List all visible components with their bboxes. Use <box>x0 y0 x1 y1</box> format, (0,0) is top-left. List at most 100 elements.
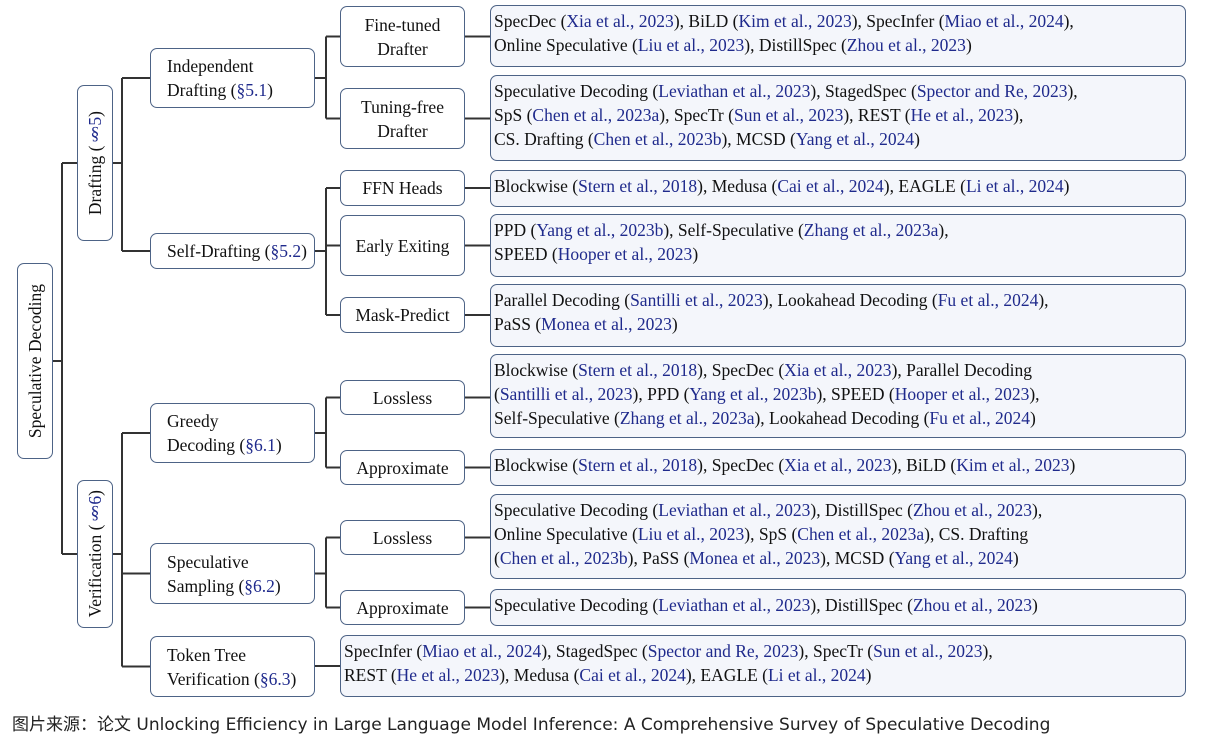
citation-link: Monea et al., 2023 <box>689 548 821 568</box>
method-type-node: Mask-Predict <box>340 297 465 333</box>
label-text: Approximate <box>356 597 449 618</box>
label-text: ( <box>494 384 500 404</box>
label-text: Speculative Decoding ( <box>494 81 659 101</box>
label-text: Mask-Predict <box>355 305 450 325</box>
text-line: Self-Drafting (§5.2) <box>167 239 314 263</box>
subcategory-node: Greedy Decoding (§6.1) <box>150 403 315 463</box>
text-line: Blockwise (Stern et al., 2018), Medusa (… <box>494 174 1185 198</box>
citation-link: Zhou et al., 2023 <box>912 595 1033 615</box>
label-text: ), StagedSpec ( <box>810 81 917 101</box>
label-text: ), StagedSpec ( <box>541 641 648 661</box>
text-line: Mask-Predict <box>355 303 449 327</box>
label-text: ), <box>1038 290 1049 310</box>
text-line: Greedy <box>167 409 314 433</box>
label-text: ) <box>274 575 281 596</box>
label-text: ), <box>938 220 949 240</box>
label-text: Verification ( <box>167 668 260 689</box>
citation-link: §6.2 <box>244 575 275 596</box>
references-leaf: Blockwise (Stern et al., 2018), Medusa (… <box>490 170 1186 207</box>
text-line: Self-Speculative (Zhang et al., 2023a), … <box>494 406 1185 430</box>
subcategory-node: Speculative Sampling (§6.2) <box>150 543 315 604</box>
text-line: SPEED (Hooper et al., 2023) <box>494 242 1185 266</box>
text-line: Verification (§6) <box>83 490 107 617</box>
label-text: ), SPEED ( <box>816 384 895 404</box>
label-text: Greedy <box>167 411 219 431</box>
label-text: FFN Heads <box>362 178 443 198</box>
subcategory-node: Token Tree Verification (§6.3) <box>150 636 315 697</box>
label-text: Self-Speculative ( <box>494 408 620 428</box>
text-line: Blockwise (Stern et al., 2018), SpecDec … <box>494 358 1185 382</box>
label-text: ) <box>85 110 105 117</box>
citation-link: Sun et al., 2023 <box>873 641 983 661</box>
citation-link: §6.3 <box>259 668 291 689</box>
label-text: ) <box>1032 595 1038 615</box>
citation-link: Fu et al., 2024 <box>929 408 1031 428</box>
text-line: Online Speculative (Liu et al., 2023), D… <box>494 33 1185 57</box>
label-text: Drafter <box>377 38 428 59</box>
label-text: Verification ( <box>85 524 105 618</box>
label-text: ), SpecTr ( <box>798 641 874 661</box>
label-text: SpecDec ( <box>494 11 567 31</box>
references-leaf: PPD (Yang et al., 2023b), Self-Speculati… <box>490 214 1186 277</box>
label-text: ), Lookahead Decoding ( <box>762 290 938 310</box>
references-leaf: SpecDec (Xia et al., 2023), BiLD (Kim et… <box>490 5 1186 67</box>
citation-link: Chen et al., 2023b <box>499 548 628 568</box>
text-line: SpecInfer (Miao et al., 2024), StagedSpe… <box>344 639 1185 663</box>
label-text: ), DistillSpec ( <box>744 35 847 55</box>
citation-link: Leviathan et al., 2023 <box>658 595 811 615</box>
citation-link: Zhang et al., 2023a <box>803 220 939 240</box>
method-type-node: Tuning-free Drafter <box>340 88 465 149</box>
label-text: Speculative Decoding <box>25 283 45 439</box>
label-text: ), <box>1013 105 1024 125</box>
citation-link: Yang et al., 2023b <box>689 384 817 404</box>
text-line: REST (He et al., 2023), Medusa (Cai et a… <box>344 663 1185 687</box>
label-text: ) <box>1030 408 1036 428</box>
text-line: Drafter <box>377 119 428 143</box>
label-text: ), Medusa ( <box>697 176 778 196</box>
label-text: PPD ( <box>494 220 537 240</box>
citation-link: Fu et al., 2024 <box>937 290 1039 310</box>
label-text: ), <box>982 641 993 661</box>
citation-link: §6 <box>85 496 105 525</box>
label-text: ), PaSS ( <box>627 548 690 568</box>
citation-link: §5 <box>85 116 105 146</box>
label-text: ), <box>1063 11 1074 31</box>
label-text: ), PPD ( <box>632 384 690 404</box>
references-leaf: SpecInfer (Miao et al., 2024), StagedSpe… <box>340 635 1186 697</box>
text-line: Independent <box>167 54 314 78</box>
citation-link: Monea et al., 2023 <box>541 314 672 334</box>
citation-link: He et al., 2023 <box>396 665 500 685</box>
label-text: ), Self-Speculative ( <box>663 220 804 240</box>
label-text: ), MCSD ( <box>721 129 796 149</box>
label-text: ) <box>671 314 678 334</box>
text-line: SpecDec (Xia et al., 2023), BiLD (Kim et… <box>494 9 1185 33</box>
label-text: Tuning-free <box>361 96 444 117</box>
text-line: Fine-tuned <box>365 13 441 37</box>
label-text: Online Speculative ( <box>494 35 638 55</box>
method-type-node: Fine-tuned Drafter <box>340 6 465 67</box>
text-line: Speculative Decoding <box>23 284 47 438</box>
citation-link: Xia et al., 2023 <box>784 455 892 475</box>
label-text: ), <box>1029 384 1040 404</box>
label-text: Approximate <box>356 457 449 478</box>
label-text: ) <box>1063 176 1070 196</box>
label-text: ), SpS ( <box>744 524 798 544</box>
label-text: ) <box>267 80 273 100</box>
label-text: ) <box>301 241 307 261</box>
label-text: ), Medusa ( <box>499 665 580 685</box>
label-text: Blockwise ( <box>494 360 579 380</box>
citation-link: Stern et al., 2018 <box>578 360 698 380</box>
text-line: Verification (§6.3) <box>167 667 314 691</box>
text-line: CS. Drafting (Chen et al., 2023b), MCSD … <box>494 127 1185 151</box>
label-text: ( <box>494 548 500 568</box>
references-leaf: Speculative Decoding (Leviathan et al., … <box>490 75 1186 161</box>
text-line: Lossless <box>373 526 432 550</box>
method-type-node: FFN Heads <box>340 170 465 206</box>
citation-link: Liu et al., 2023 <box>637 35 745 55</box>
citation-link: Chen et al., 2023a <box>797 524 925 544</box>
image-source-caption: 图片来源：论文 Unlocking Efficiency in Large La… <box>12 715 1051 735</box>
references-leaf: Parallel Decoding (Santilli et al., 2023… <box>490 284 1186 347</box>
citation-link: Spector and Re, 2023 <box>916 81 1068 101</box>
label-text: Blockwise ( <box>494 455 579 475</box>
category-node: Verification (§6) <box>77 480 113 628</box>
